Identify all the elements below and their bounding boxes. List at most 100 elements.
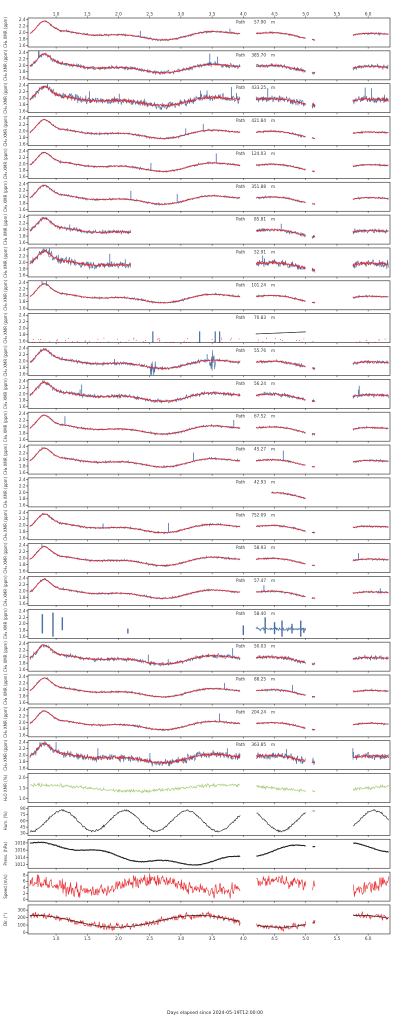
series-smooth (29, 578, 389, 599)
ch4-panel: Path 52.91 m (29, 248, 389, 273)
data-point (57, 341, 59, 343)
y-tick-label: 1.6 (19, 306, 26, 311)
y-tick-label: 1.8 (19, 759, 26, 764)
series-raw (29, 577, 389, 600)
panel-frame (27, 773, 391, 803)
panel-frame (27, 214, 391, 245)
data-point (238, 338, 240, 340)
y-tick-label: 2.2 (19, 516, 26, 521)
y-tick-label: 1.8 (19, 562, 26, 567)
path-unit: m (271, 677, 275, 682)
data-point (135, 339, 137, 341)
y-axis-label: Speed (m/s) (3, 874, 8, 899)
path-label: Path (236, 545, 246, 550)
path-label: Path (236, 20, 246, 25)
series-smooth (29, 53, 389, 74)
data-point (33, 341, 35, 343)
ch4-panel: Path 70.83 m (32, 315, 386, 343)
x-tick-label-top: 4.5 (271, 12, 278, 17)
path-label: Path (236, 217, 246, 222)
data-point (116, 338, 118, 340)
y-tick-label: 2.0 (19, 293, 26, 298)
y-tick-label: 2.4 (19, 477, 26, 482)
series-raw (29, 447, 389, 469)
y-tick-label: 2.2 (19, 286, 26, 291)
y-tick-label: 2.2 (19, 23, 26, 28)
y-tick-label: 1.8 (19, 69, 26, 74)
y-tick-label: 2.0 (19, 556, 26, 561)
data-point (159, 340, 161, 342)
y-tick-label: 2.0 (19, 30, 26, 35)
series-smooth (29, 119, 389, 140)
y-axis-label: CH₄ XMR (ppm) (3, 279, 8, 310)
data-point (99, 341, 101, 343)
data-point (56, 339, 58, 341)
y-tick-label: 2.2 (19, 648, 26, 653)
data-point (64, 340, 66, 341)
data-point (257, 341, 259, 343)
y-tick-label: 2.2 (19, 352, 26, 357)
y-tick-label: 2.2 (19, 89, 26, 94)
data-point (169, 341, 171, 343)
y-tick-label: 1.6 (19, 207, 26, 212)
path-label: Path (236, 578, 246, 583)
y-tick-label: 2.2 (19, 615, 26, 620)
panel-frame (27, 674, 391, 705)
y-tick-label: 75 (20, 812, 26, 817)
y-tick-label: 1.5 (19, 785, 26, 790)
ch4-panel: Path 85.81 m (29, 217, 389, 239)
y-axis-label: CH₄ XMR (ppm) (3, 641, 8, 672)
data-point (159, 339, 161, 341)
data-point (197, 341, 198, 343)
ch4-panel: Path 58.93 m (29, 543, 389, 568)
data-point (165, 341, 167, 343)
meteo-panel-rh (29, 809, 389, 833)
path-unit: m (271, 52, 275, 57)
y-tick-label: 1.8 (19, 726, 26, 731)
y-axis-label: CH₄ XMR (ppm) (3, 115, 8, 146)
y-tick-label: 2.2 (19, 418, 26, 423)
data-point (183, 341, 185, 343)
path-value: 42.93 (254, 479, 266, 484)
y-tick-label: 2.2 (19, 253, 26, 258)
path-unit: m (271, 447, 275, 452)
y-tick-label: 1.6 (19, 141, 26, 146)
data-point (68, 338, 70, 340)
x-tick-label-top: 2.5 (146, 12, 153, 17)
x-tick-label: 6.0 (365, 936, 372, 941)
y-tick-label: 0 (23, 897, 26, 902)
y-axis-label: CH₄ XMR (ppm) (3, 214, 8, 245)
y-tick-label: 2.2 (19, 483, 26, 488)
y-tick-label: 1.0 (19, 796, 26, 801)
data-point (37, 339, 39, 341)
y-tick-label: 1012 (15, 862, 26, 867)
data-point (213, 341, 215, 343)
path-value: 58.93 (254, 545, 266, 550)
x-tick-label-top: 5.0 (302, 12, 309, 17)
y-tick-label: 2.0 (19, 424, 26, 429)
path-value: 88.25 (254, 677, 266, 682)
y-tick-label: 1.6 (19, 338, 26, 343)
path-value: 57.47 (254, 578, 266, 583)
y-tick-label: 1.6 (19, 273, 26, 278)
ch4-panel: Path 56.24 m (29, 380, 389, 404)
y-tick-label: 2.2 (19, 155, 26, 160)
y-tick-label: 2.0 (19, 260, 26, 265)
series-smooth (29, 677, 389, 698)
series-raw (29, 151, 389, 174)
y-tick-label: 1.6 (19, 108, 26, 113)
path-value: 56.24 (254, 381, 266, 386)
path-unit: m (271, 85, 275, 90)
meteo-panel-temp (29, 910, 390, 932)
ch4-panel: Path 42.93 m (236, 479, 306, 500)
y-tick-label: 2.4 (19, 608, 26, 613)
y-axis-label: CH₄ XMR (ppm) (3, 411, 8, 442)
y-axis-label: CH₄ XMR (ppm) (3, 509, 8, 540)
ch4-panel: Path 45.27 m (29, 447, 389, 469)
y-tick-label: 1.8 (19, 398, 26, 403)
path-value: 124.03 (251, 151, 266, 156)
panel-frame (27, 871, 391, 902)
path-label: Path (236, 479, 246, 484)
